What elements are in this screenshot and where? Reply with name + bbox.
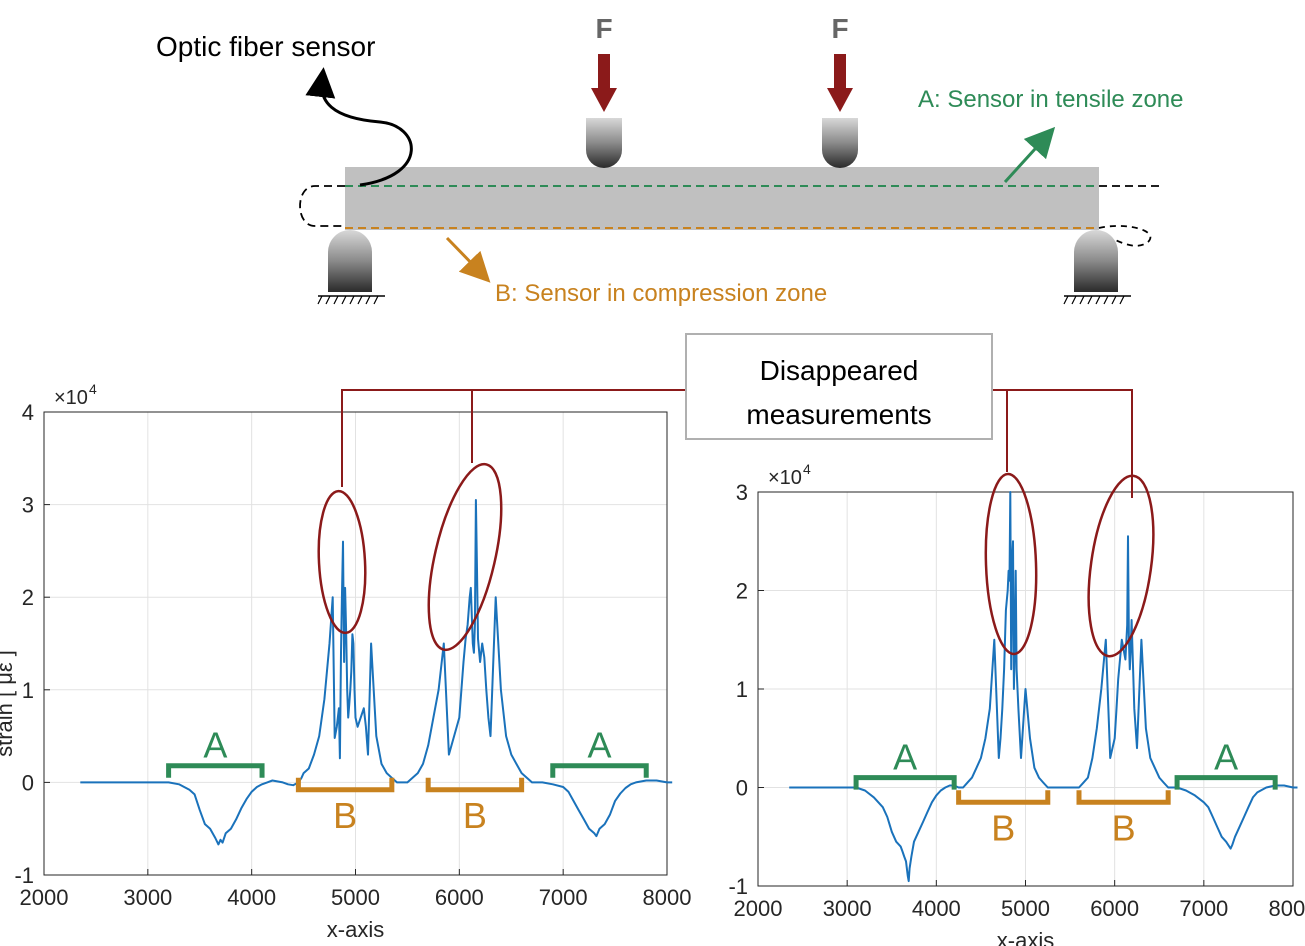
zone-bracket bbox=[1174, 775, 1278, 790]
y-tick-label: 3 bbox=[22, 493, 34, 518]
zone-bracket bbox=[853, 775, 957, 790]
zone-label: A bbox=[893, 737, 917, 778]
axes-frame bbox=[757, 491, 1294, 887]
x-tick-label: 7000 bbox=[539, 885, 588, 910]
highlight-ellipse bbox=[984, 472, 1038, 656]
fiber-loop-right bbox=[1098, 225, 1152, 247]
axes-frame bbox=[43, 411, 668, 876]
y-tick-label: 1 bbox=[22, 678, 34, 703]
zone-label: A bbox=[203, 725, 227, 766]
force-arrow-shaft bbox=[598, 54, 610, 90]
optic-fiber-arrow bbox=[305, 67, 413, 187]
zone-label: B bbox=[991, 807, 1015, 848]
chart-right: 2000 3000 4000 5000 6000 7000 8000 -1 0 1 2 3 ×104 x-… bbox=[728, 461, 1305, 946]
zone-label: B bbox=[463, 795, 487, 836]
x-tick-label: 7000 bbox=[1179, 896, 1228, 921]
support-right bbox=[1063, 230, 1131, 305]
zone-label: B bbox=[1112, 807, 1136, 848]
x-tick-label: 4000 bbox=[912, 896, 961, 921]
y-tick-label: -1 bbox=[14, 863, 34, 888]
y-tick-label: 2 bbox=[22, 585, 34, 610]
y-tick-label: 0 bbox=[22, 770, 34, 795]
callout-connector-right bbox=[992, 389, 1133, 498]
sensor-b-arrow bbox=[445, 236, 491, 283]
highlight-ellipse bbox=[317, 489, 367, 635]
optic-fiber-label: Optic fiber sensor bbox=[156, 31, 375, 62]
zone-label: A bbox=[1214, 737, 1238, 778]
force-label: F bbox=[595, 13, 612, 44]
x-tick-label: 5000 bbox=[331, 885, 380, 910]
force-arrow-head bbox=[827, 88, 853, 112]
y-tick-label: 0 bbox=[736, 776, 748, 801]
beam-diagram: Optic fiber sensor F F A: Sensor in t bbox=[156, 13, 1184, 307]
sensor-b-label: B: Sensor in compression zone bbox=[495, 280, 827, 307]
zone-bracket bbox=[166, 763, 265, 778]
highlight-ellipse bbox=[427, 462, 503, 652]
force-arrow-head bbox=[591, 88, 617, 112]
strain-series-line bbox=[80, 499, 673, 846]
x-tick-label: 3000 bbox=[123, 885, 172, 910]
zone-label: B bbox=[333, 795, 357, 836]
zone-bracket bbox=[956, 790, 1051, 805]
zone-bracket bbox=[1076, 790, 1171, 805]
x-tick-label: 2000 bbox=[734, 896, 783, 921]
load-head bbox=[586, 118, 622, 168]
zone-bracket bbox=[295, 777, 395, 793]
support-left bbox=[317, 230, 385, 305]
callout: Disappeared measurements bbox=[341, 333, 1133, 498]
load-2: F bbox=[822, 13, 858, 168]
callout-connector-left bbox=[341, 389, 686, 487]
force-arrow-shaft bbox=[834, 54, 846, 90]
x-tick-label: 8000 bbox=[643, 885, 692, 910]
load-head bbox=[822, 118, 858, 168]
y-tick-label: -1 bbox=[728, 874, 748, 899]
axis-multiplier: ×10 bbox=[768, 467, 802, 489]
y-tick-label: 4 bbox=[22, 400, 34, 425]
x-tick-label: 3000 bbox=[823, 896, 872, 921]
x-axis-label: x-axis bbox=[327, 917, 384, 942]
x-tick-label: 6000 bbox=[435, 885, 484, 910]
callout-line-1: Disappeared bbox=[760, 355, 919, 386]
axis-multiplier-exponent: 4 bbox=[89, 381, 97, 397]
load-1: F bbox=[586, 13, 622, 168]
x-tick-label: 6000 bbox=[1090, 896, 1139, 921]
callout-box bbox=[685, 333, 993, 440]
force-label: F bbox=[831, 13, 848, 44]
beam bbox=[345, 167, 1099, 230]
zone-bracket bbox=[550, 763, 649, 778]
x-tick-label: 4000 bbox=[227, 885, 276, 910]
axis-multiplier-exponent: 4 bbox=[803, 461, 811, 477]
sensor-a-label: A: Sensor in tensile zone bbox=[918, 86, 1184, 113]
highlight-ellipse bbox=[1087, 474, 1155, 658]
y-tick-label: 3 bbox=[736, 480, 748, 505]
sensor-a-arrow bbox=[1003, 126, 1056, 184]
axis-multiplier: ×10 bbox=[54, 387, 88, 409]
y-tick-label: 2 bbox=[736, 579, 748, 604]
zone-bracket bbox=[425, 777, 525, 793]
y-tick-label: 1 bbox=[736, 677, 748, 702]
x-tick-label: 5000 bbox=[1001, 896, 1050, 921]
strain-series-line bbox=[789, 491, 1298, 883]
y-axis-label: strain [ με ] bbox=[0, 650, 17, 757]
callout-line-2: measurements bbox=[746, 399, 931, 430]
x-axis-label: x-axis bbox=[997, 928, 1054, 946]
zone-label: A bbox=[588, 725, 612, 766]
fiber-loop-left bbox=[299, 185, 345, 227]
x-tick-label: 2000 bbox=[20, 885, 69, 910]
x-tick-label: 8000 bbox=[1269, 896, 1305, 921]
